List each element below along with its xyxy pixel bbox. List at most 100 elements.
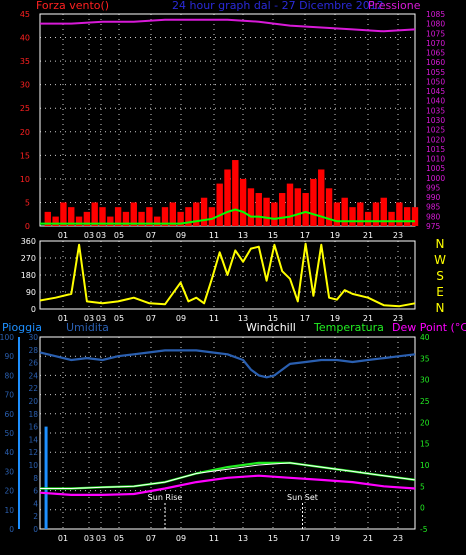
wind-bar: [380, 197, 387, 226]
panel2-y-tick: 270: [21, 254, 36, 263]
panel2-x-tick: 03: [96, 314, 106, 323]
wind-bar: [278, 193, 286, 226]
wind-bar: [91, 202, 98, 226]
pressure-line: [40, 18, 416, 33]
panel2-x-tick: 01: [58, 314, 68, 323]
wind-bar: [75, 216, 83, 226]
panel3-y-tick-right: 15: [420, 440, 430, 449]
panel3-y-tick-right: -5: [420, 525, 428, 534]
panel2-x-tick: 15: [268, 314, 278, 323]
panel3-y-tick-rain: 26: [28, 359, 38, 368]
panel1-x-tick: 23: [393, 231, 403, 240]
wind-bar: [294, 188, 302, 226]
panel3-y-tick-right: 10: [420, 461, 430, 470]
panel3-y-tick-humidity: 10: [4, 506, 14, 515]
panel3-y-tick-right: 20: [420, 418, 430, 427]
panel1-x-tick: 03: [84, 231, 94, 240]
panel1-x-tick: 19: [330, 231, 340, 240]
panel3-y-tick-rain: 6: [33, 487, 38, 496]
wind-bar: [403, 207, 411, 226]
panel2-x-tick: 19: [330, 314, 340, 323]
panel1-y-tick-right: 1000: [426, 174, 445, 183]
rain-bar: [44, 426, 48, 529]
compass-letter-w: W: [434, 253, 446, 267]
wind-bar: [396, 202, 403, 226]
panel1-y-tick-left: 25: [20, 104, 30, 113]
panel1-y-tick-right: 1010: [426, 155, 445, 164]
panel3-y-tick-humidity: 90: [4, 352, 14, 361]
panel3-y-tick-humidity: 30: [4, 467, 14, 476]
wind-bar: [349, 207, 356, 226]
sunrise-label: Sun Rise: [148, 493, 183, 502]
panel1-y-tick-right: 1065: [426, 49, 445, 58]
panel1-y-tick-right: 1015: [426, 145, 445, 154]
panel3-x-tick: 03: [96, 534, 106, 543]
panel1-y-tick-right: 1040: [426, 97, 445, 106]
panel1-x-tick: 07: [146, 231, 156, 240]
windchillline: [40, 462, 416, 489]
wind-bar: [411, 207, 419, 226]
wind-bar: [68, 207, 75, 226]
pressure-title: Pressione: [368, 0, 421, 12]
panel3-y-tick-rain: 18: [28, 410, 38, 419]
panel3-x-tick: 15: [268, 534, 278, 543]
panel2-x-tick: 05: [114, 314, 124, 323]
panel2-y-tick: 360: [21, 237, 36, 246]
panel3-x-tick: 17: [300, 534, 310, 543]
panel3-y-tick-rain: 8: [33, 474, 38, 483]
panel1-y-tick-right: 1045: [426, 87, 445, 96]
panel1-y-tick-left: 45: [20, 10, 30, 19]
wind-bar: [107, 216, 114, 226]
wind-bar: [341, 197, 348, 226]
panel3-y-tick-humidity: 20: [4, 487, 14, 496]
wind-bar: [200, 197, 208, 226]
panel1-x-tick: 15: [268, 231, 278, 240]
wind-bar: [255, 193, 262, 226]
panel1-y-tick-right: 1060: [426, 58, 445, 67]
panel3-y-tick-rain: 22: [28, 384, 38, 393]
compass-letter-n: N: [436, 301, 445, 315]
temperature-label: Temperatura: [313, 321, 384, 334]
panel3-x-tick: 19: [330, 534, 340, 543]
panel1-y-tick-left: 30: [20, 81, 30, 90]
panel3-y-tick-right: 0: [420, 504, 425, 513]
panel2-x-tick: 07: [146, 314, 156, 323]
panel3-frame: [39, 336, 416, 530]
panel2-x-tick: 09: [176, 314, 186, 323]
panel3-x-tick: 23: [393, 534, 403, 543]
panel1-y-tick-right: 990: [426, 193, 441, 202]
panel1-y-tick-right: 1075: [426, 29, 445, 38]
panel3-y-tick-rain: 28: [28, 346, 38, 355]
dewpoint-label: Dew Point (°C): [392, 321, 466, 334]
wind-bar: [193, 202, 200, 226]
compass-letter-s: S: [436, 269, 444, 283]
wind-direction-panel: 0 90 180 270 360 01 03 03 05 07 09 11 13 15 17 19 21 23: [21, 237, 416, 323]
wind-bar: [388, 211, 395, 226]
panel1-x-tick: 01: [58, 231, 68, 240]
panel1-x-tick: 11: [209, 231, 219, 240]
panel2-x-tick: 13: [238, 314, 248, 323]
panel3-y-tick-rain: 24: [28, 371, 38, 380]
panel3-x-tick: 09: [176, 534, 186, 543]
wind-bar: [169, 202, 177, 226]
panel3-x-tick: 11: [209, 534, 219, 543]
panel1-y-tick-right: 975: [426, 222, 441, 231]
panel1-y-tick-left: 20: [20, 128, 30, 137]
panel3-y-tick-rain: 30: [28, 333, 38, 342]
panel1-y-tick-right: 1085: [426, 10, 445, 19]
wind-bar: [60, 202, 67, 226]
panel3-y-tick-right: 25: [420, 397, 430, 406]
panel2-y-tick: 0: [31, 305, 36, 314]
wind-bar: [239, 178, 247, 226]
rain-label: Pioggia: [2, 321, 42, 334]
compass-letter-n: N: [436, 237, 445, 251]
panel1-y-tick-right: 1070: [426, 39, 445, 48]
panel1-y-tick-right: 1005: [426, 164, 445, 173]
panel1-x-tick: 13: [238, 231, 248, 240]
panel1-y-tick-left: 5: [25, 198, 30, 207]
panel1-y-tick-right: 1080: [426, 20, 445, 29]
panel3-y-tick-humidity: 0: [9, 525, 14, 534]
wind-bar: [286, 183, 294, 226]
wind-bar: [52, 216, 59, 226]
